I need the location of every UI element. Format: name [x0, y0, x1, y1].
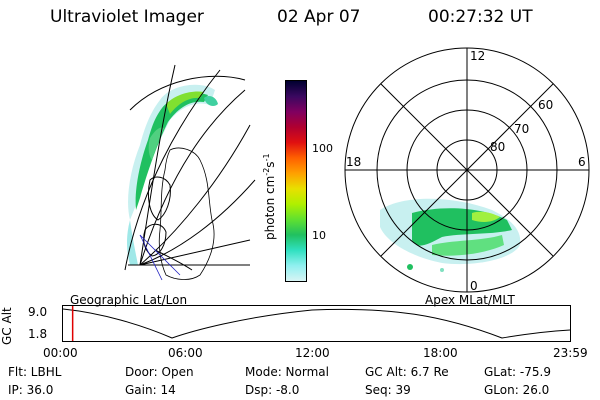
- tick-2359: 23:59: [553, 346, 588, 360]
- tick-1800: 18:00: [423, 346, 458, 360]
- track-lines: [139, 234, 181, 281]
- mlt-18-label: 18: [346, 155, 361, 169]
- instrument-title: Ultraviolet Imager: [50, 7, 204, 27]
- timeline-plot: [62, 305, 571, 342]
- colorbar-unit-label: photon cm-2s-1: [262, 153, 277, 240]
- tick-0000: 00:00: [43, 346, 78, 360]
- glon-status: GLon: 26.0: [484, 383, 550, 397]
- timeline-ymax: 9.0: [28, 305, 48, 319]
- polar-dial: 12 18 6 0 60 70 80: [344, 47, 590, 293]
- gcalt-status: GC Alt: 6.7 Re: [365, 365, 449, 379]
- seq-status: Seq: 39: [365, 383, 411, 397]
- continent-outline: [158, 147, 215, 280]
- altitude-curve: [62, 308, 571, 339]
- dsp-status: Dsp: -8.0: [245, 383, 300, 397]
- geo-grid: [124, 64, 256, 271]
- timeline-ylabel: GC Alt: [0, 307, 14, 345]
- colorbar-gradient: [286, 81, 306, 281]
- auroral-emission-polar: [380, 198, 521, 272]
- tick-0600: 06:00: [168, 346, 203, 360]
- glat-status: GLat: -75.9: [484, 365, 551, 379]
- mlat-80-label: 80: [490, 140, 505, 154]
- colorbar-tick-10: 10: [312, 229, 326, 242]
- polar-grid: [344, 47, 590, 293]
- timeline-ymin: 1.8: [28, 327, 48, 341]
- auroral-emission-geo: [127, 84, 218, 265]
- ip-status: IP: 36.0: [8, 383, 54, 397]
- mlt-0-label: 0: [470, 279, 478, 293]
- gain-status: Gain: 14: [125, 383, 176, 397]
- colorbar-tick-100: 100: [312, 142, 333, 155]
- door-status: Door: Open: [125, 365, 194, 379]
- mlt-6-label: 6: [578, 155, 586, 169]
- time-label: 00:27:32 UT: [428, 7, 533, 27]
- date-label: 02 Apr 07: [277, 7, 361, 27]
- apex-panel-label: Apex MLat/MLT: [425, 293, 515, 307]
- geographic-map: [124, 64, 256, 281]
- timeline-frame: [62, 305, 571, 342]
- geographic-panel-label: Geographic Lat/Lon: [70, 293, 188, 307]
- colorbar: [285, 80, 307, 282]
- mlat-70-label: 70: [514, 122, 529, 136]
- tick-1200: 12:00: [295, 346, 330, 360]
- mlt-12-label: 12: [470, 49, 485, 63]
- mlat-60-label: 60: [538, 98, 553, 112]
- mode-status: Mode: Normal: [245, 365, 329, 379]
- filter-status: Flt: LBHL: [8, 365, 62, 379]
